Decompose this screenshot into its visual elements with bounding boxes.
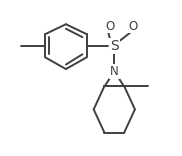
Text: S: S <box>110 39 119 53</box>
Text: N: N <box>110 65 119 78</box>
Text: O: O <box>105 20 114 32</box>
Text: O: O <box>128 20 138 32</box>
